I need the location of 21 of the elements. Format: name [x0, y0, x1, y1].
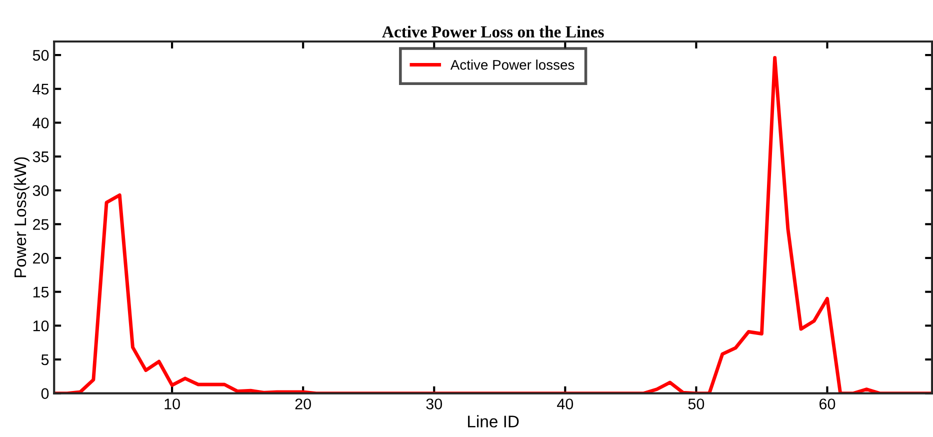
y-tick-label: 35 [32, 151, 49, 162]
x-tick-label: 30 [426, 398, 442, 410]
y-tick-label: 15 [33, 286, 49, 298]
chart-title: Active Power Loss on the Lines [382, 26, 604, 38]
y-tick-label: 45 [32, 84, 49, 95]
y-tick-label: 50 [32, 50, 49, 61]
x-tick-label: 60 [820, 398, 836, 410]
y-tick-label: 20 [33, 252, 49, 264]
y-tick-label: 10 [33, 320, 49, 332]
y-tick-label: 5 [41, 354, 49, 366]
y-tick-label: 30 [32, 185, 49, 196]
y-tick-label: 0 [41, 388, 49, 399]
y-tick-label: 25 [33, 219, 49, 230]
x-tick-label: 20 [295, 398, 311, 410]
x-tick-label: 50 [688, 398, 704, 410]
y-tick-label: 40 [32, 118, 49, 128]
legend-label: Active Power losses [450, 60, 574, 70]
x-tick-label: 40 [557, 398, 574, 410]
x-tick-label: 10 [164, 398, 180, 410]
x-axis-title: Line ID [468, 415, 519, 428]
y-axis-title: Power Loss(kW) [14, 157, 30, 278]
